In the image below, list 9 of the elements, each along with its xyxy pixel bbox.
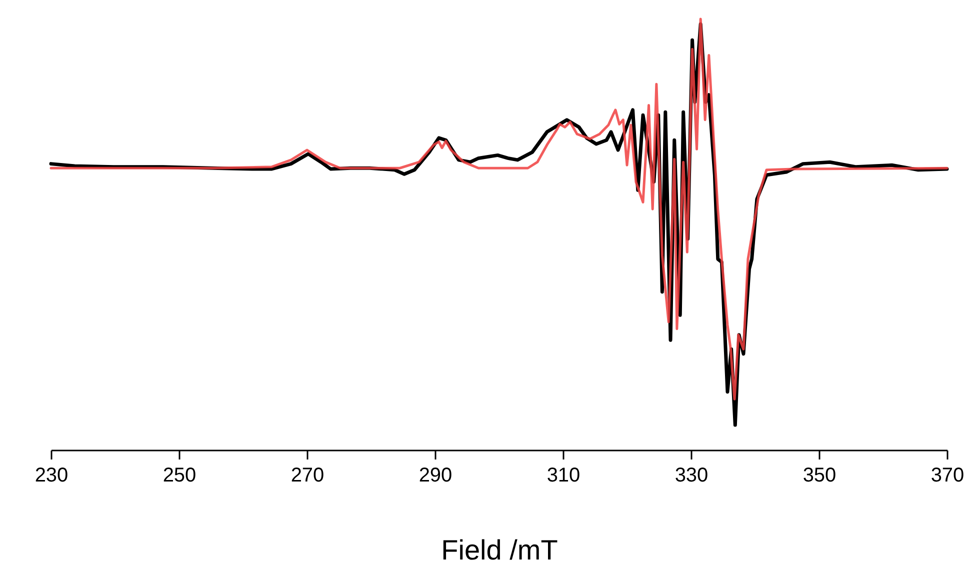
- x-tick-label: 350: [802, 464, 836, 486]
- x-tick-label: 270: [290, 464, 324, 486]
- x-tick-label: 310: [546, 464, 580, 486]
- x-tick-label: 330: [674, 464, 708, 486]
- x-tick-label: 230: [34, 464, 68, 486]
- x-axis-title: Field /mT: [441, 534, 558, 566]
- x-tick-label: 250: [162, 464, 196, 486]
- x-tick-label: 370: [930, 464, 964, 486]
- x-tick-label: 290: [418, 464, 452, 486]
